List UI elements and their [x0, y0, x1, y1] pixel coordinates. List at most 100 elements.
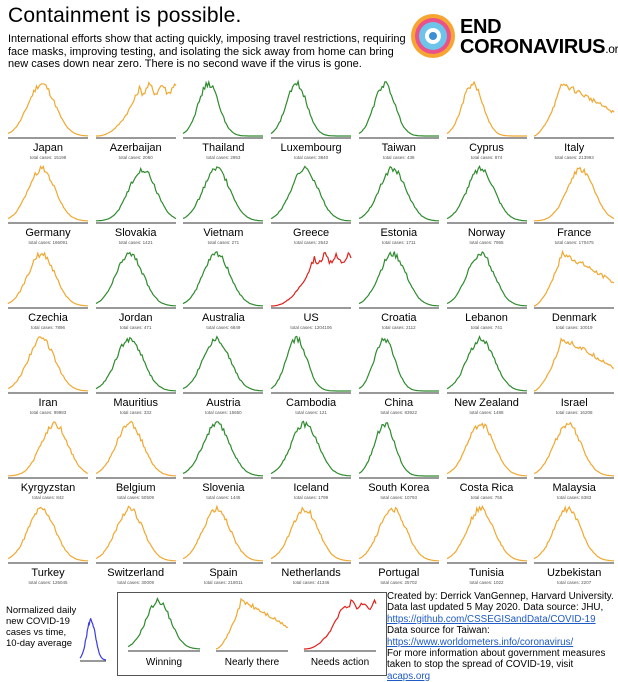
country-name: Luxembourg [280, 142, 342, 154]
country-name: Jordan [118, 312, 153, 324]
country-panel-vietnam: Vietnam total cases: 271 [179, 165, 267, 247]
country-name: Denmark [551, 312, 597, 324]
country-name: Mauritius [113, 397, 158, 409]
country-total-cases: total cases: 1022 [469, 580, 504, 585]
country-name: Malaysia [552, 482, 596, 494]
country-panel-austria: Austria total cases: 15650 [179, 335, 267, 417]
credits-info: For more information about government me… [387, 648, 615, 682]
country-panel-south-korea: South Korea total cases: 10793 [355, 420, 443, 502]
country-name: Australia [201, 312, 245, 324]
case-curve [7, 506, 88, 562]
case-curve [446, 164, 527, 222]
country-curve-chart [95, 336, 176, 394]
country-total-cases: total cases: 7896 [30, 325, 66, 330]
worldometers-link[interactable]: https://www.worldometers.info/coronaviru… [387, 636, 574, 648]
country-panel-uzbekistan: Uzbekistan total cases: 2207 [530, 505, 618, 587]
case-curve [183, 504, 264, 562]
country-name: Estonia [380, 227, 418, 239]
country-panel-italy: Italy total cases: 213993 [530, 80, 618, 162]
case-curve [533, 421, 615, 477]
country-curve-chart [270, 165, 352, 224]
country-curve-chart [183, 166, 264, 224]
acaps-link[interactable]: acaps.org [387, 670, 431, 682]
country-name: Japan [33, 142, 63, 154]
country-total-cases: total cases: 2207 [557, 580, 592, 585]
country-curve-chart [534, 337, 615, 394]
country-panel-france: France total cases: 170475 [530, 165, 618, 247]
legend-action-label: Needs action [310, 657, 370, 668]
country-name: Croatia [381, 312, 417, 324]
country-name: Italy [564, 142, 585, 154]
country-total-cases: total cases: 874 [470, 155, 503, 160]
country-curve-chart [95, 166, 176, 224]
case-curve [183, 335, 264, 392]
country-name: Spain [209, 567, 238, 579]
country-curve-chart [446, 422, 527, 479]
country-panel-belgium: Belgium total cases: 50509 [92, 420, 180, 502]
country-name: Greece [293, 227, 330, 239]
legend-action-curve [304, 598, 377, 650]
country-panel-spain: Spain total cases: 218011 [179, 504, 267, 587]
country-curve-chart [8, 420, 89, 479]
country-name: Costa Rica [459, 482, 514, 494]
case-curve [270, 165, 352, 222]
case-curve [534, 166, 615, 222]
case-curve [183, 79, 264, 137]
country-total-cases: total cases: 41346 [292, 580, 330, 585]
country-name: Portugal [378, 567, 420, 579]
page-subtitle: International efforts show that acting q… [8, 33, 406, 71]
logo-suffix: .org [605, 42, 618, 56]
country-curve-chart [270, 420, 352, 479]
legend-action: Needs action [298, 593, 382, 675]
country-curve-chart [95, 505, 176, 564]
country-curve-chart [7, 164, 89, 224]
country-total-cases: total cases: 166091 [28, 240, 68, 245]
country-total-cases: total cases: 25702 [380, 580, 418, 585]
country-total-cases: total cases: 438 [383, 155, 415, 160]
country-panel-cambodia: Cambodia total cases: 121 [267, 335, 355, 417]
country-total-cases: total cases: 15650 [205, 410, 242, 415]
country-total-cases: total cases: 1711 [381, 240, 416, 245]
case-curve [95, 420, 176, 477]
credits-updated: Data last updated 5 May 2020. Data sourc… [387, 602, 604, 614]
country-total-cases: total cases: 7955 [469, 240, 504, 245]
country-curve-chart [183, 420, 264, 479]
country-panel-slovenia: Slovenia total cases: 1445 [179, 420, 267, 502]
country-panel-greece: Greece total cases: 2642 [267, 165, 355, 247]
country-total-cases: total cases: 6849 [206, 325, 241, 330]
country-panel-new-zealand: New Zealand total cases: 1488 [443, 335, 531, 417]
country-total-cases: total cases: 170475 [554, 240, 594, 245]
legend-nearly-chart [215, 597, 289, 652]
country-curve-chart [7, 83, 89, 139]
case-curve [446, 251, 527, 307]
case-curve [7, 336, 88, 392]
case-curve [7, 251, 88, 307]
country-curve-chart [183, 504, 264, 564]
country-name: Czechia [28, 312, 68, 324]
country-curve-chart [270, 335, 352, 394]
country-panel-luxembourg: Luxembourg total cases: 3840 [267, 79, 355, 162]
case-curve [533, 505, 615, 562]
virus-logo-icon [411, 14, 455, 58]
case-curve [534, 83, 615, 137]
credits-taiwan: Data source for Taiwan: [387, 625, 490, 637]
country-panel-germany: Germany total cases: 166091 [4, 164, 92, 247]
country-name: Azerbaijan [109, 142, 162, 154]
country-panel-norway: Norway total cases: 7955 [443, 164, 531, 247]
country-curve-chart [7, 251, 88, 309]
country-curve-chart [358, 251, 439, 309]
legend-winning-label: Winning [145, 657, 183, 668]
normalized-example-chart [79, 618, 107, 662]
country-name: Kyrgyzstan [20, 482, 76, 494]
country-panel-australia: Australia total cases: 6849 [179, 250, 267, 332]
country-name: South Korea [368, 482, 430, 494]
country-total-cases: total cases: 213993 [554, 155, 594, 160]
jhu-link[interactable]: https://github.com/CSSEGISandData/COVID-… [387, 613, 596, 625]
country-curve-chart [358, 506, 439, 564]
country-panel-tunisia: Tunisia total cases: 1022 [443, 504, 531, 587]
country-total-cases: total cases: 755 [470, 495, 503, 500]
case-curve [446, 422, 527, 477]
case-curve [7, 83, 89, 137]
country-total-cases: total cases: 83922 [380, 410, 418, 415]
country-total-cases: total cases: 2060 [118, 155, 153, 160]
